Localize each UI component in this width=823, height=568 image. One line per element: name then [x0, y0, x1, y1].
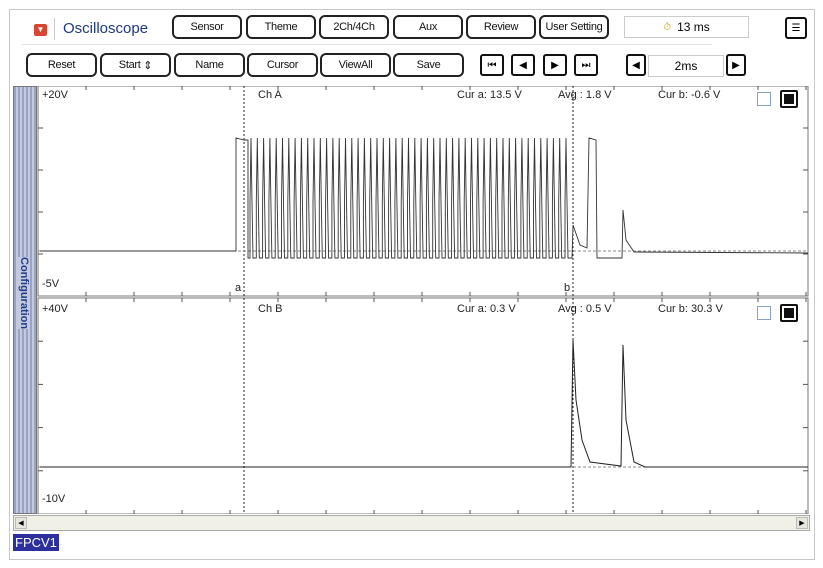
cha-waveform: [40, 137, 809, 259]
reset-button[interactable]: Reset: [26, 53, 97, 77]
cha-color-toggle[interactable]: [780, 90, 798, 108]
cursor-b-marker[interactable]: b: [564, 282, 571, 294]
chb-bottom-label: -10V: [42, 493, 66, 505]
tab-channels[interactable]: 2Ch/4Ch: [319, 15, 389, 39]
time-readout: ⏱ 13 ms: [624, 16, 749, 38]
start-button[interactable]: Start ⇕: [100, 53, 171, 77]
prev-icon[interactable]: ◀: [511, 54, 535, 76]
tab-user-setting[interactable]: User Setting: [539, 15, 609, 39]
cha-cursor-b: Cur b: -0.6 V: [658, 89, 721, 101]
updown-icon: ⇕: [143, 59, 153, 72]
tab-review[interactable]: Review: [466, 15, 536, 39]
name-button[interactable]: Name: [174, 53, 245, 77]
timer-icon: ⏱: [663, 21, 672, 33]
save-button[interactable]: Save: [393, 53, 464, 77]
dropdown-icon[interactable]: ▼: [34, 24, 47, 36]
timebase-field[interactable]: 2ms: [648, 55, 724, 77]
next-icon[interactable]: ▶: [543, 54, 567, 76]
configuration-panel-toggle[interactable]: Configuration: [13, 86, 37, 514]
divider: [54, 18, 55, 40]
chb-checkbox[interactable]: [757, 306, 771, 320]
timebase-value: 2ms: [674, 59, 698, 73]
cha-average: Avg : 1.8 V: [558, 89, 612, 101]
time-value: 13 ms: [677, 20, 710, 34]
configuration-label: Configuration: [18, 257, 30, 330]
chb-panel: [37, 297, 809, 514]
app-title: Oscilloscope: [63, 20, 149, 37]
cha-bottom-label: -5V: [42, 278, 60, 290]
cha-checkbox[interactable]: [757, 92, 771, 106]
chb-average: Avg : 0.5 V: [558, 303, 612, 315]
cha-panel: [37, 86, 809, 297]
cha-name: Ch A: [258, 89, 282, 101]
chb-top-label: +40V: [42, 303, 68, 315]
layout-icon[interactable]: ☰: [785, 17, 807, 39]
viewall-button[interactable]: ViewAll: [320, 53, 391, 77]
chb-color-toggle[interactable]: [780, 304, 798, 322]
tab-sensor[interactable]: Sensor: [172, 15, 242, 39]
chb-cursor-a: Cur a: 0.3 V: [457, 303, 516, 315]
chb-name: Ch B: [258, 303, 283, 315]
window-frame: [9, 9, 815, 560]
chb-cursor-b: Cur b: 30.3 V: [658, 303, 723, 315]
first-icon[interactable]: ⏮: [480, 54, 504, 76]
scroll-right-icon[interactable]: ▶: [796, 517, 808, 529]
tab-theme[interactable]: Theme: [246, 15, 316, 39]
last-icon[interactable]: ⏭: [574, 54, 598, 76]
scope-display[interactable]: [13, 86, 811, 514]
tab-aux[interactable]: Aux: [393, 15, 463, 39]
cursor-a-marker[interactable]: a: [235, 282, 242, 294]
divider: [22, 44, 712, 45]
timebase-decrease-icon[interactable]: ◀: [626, 54, 646, 76]
timebase-increase-icon[interactable]: ▶: [726, 54, 746, 76]
chb-waveform: [40, 339, 808, 468]
scroll-left-icon[interactable]: ◀: [15, 517, 27, 529]
signal-name-tag: FPCV1: [13, 534, 59, 551]
cha-top-label: +20V: [42, 89, 68, 101]
cursor-button[interactable]: Cursor: [247, 53, 318, 77]
horizontal-scrollbar[interactable]: ◀ ▶: [13, 515, 810, 531]
cha-cursor-a: Cur a: 13.5 V: [457, 89, 522, 101]
start-label: Start: [118, 59, 141, 71]
